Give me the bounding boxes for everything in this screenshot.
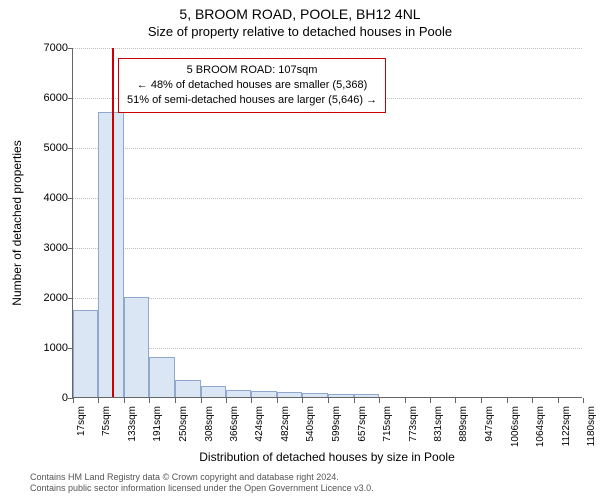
xtick-label: 773sqm bbox=[408, 406, 419, 442]
histogram-bar bbox=[354, 394, 379, 397]
xtick-mark bbox=[251, 398, 252, 403]
xtick-mark bbox=[98, 398, 99, 403]
xtick-label: 540sqm bbox=[305, 406, 316, 442]
xtick-mark bbox=[277, 398, 278, 403]
xtick-mark bbox=[226, 398, 227, 403]
attribution: Contains HM Land Registry data © Crown c… bbox=[30, 472, 374, 495]
histogram-bar bbox=[98, 112, 123, 397]
histogram-bar bbox=[73, 310, 98, 398]
annotation-line: 5 BROOM ROAD: 107sqm bbox=[127, 63, 377, 78]
ytick-label: 2000 bbox=[8, 292, 68, 304]
ytick-label: 0 bbox=[8, 392, 68, 404]
histogram-bar bbox=[226, 390, 251, 398]
ytick-mark bbox=[68, 98, 73, 99]
histogram-bar bbox=[175, 380, 200, 398]
gridline-h bbox=[73, 148, 582, 149]
xtick-label: 831sqm bbox=[433, 406, 444, 442]
gridline-h bbox=[73, 48, 582, 49]
ytick-mark bbox=[68, 48, 73, 49]
xtick-mark bbox=[73, 398, 74, 403]
x-axis-label: Distribution of detached houses by size … bbox=[72, 450, 582, 464]
xtick-mark bbox=[532, 398, 533, 403]
histogram-bar bbox=[251, 391, 276, 397]
xtick-label: 308sqm bbox=[204, 406, 215, 442]
xtick-mark bbox=[149, 398, 150, 403]
histogram-bar bbox=[201, 386, 226, 397]
xtick-mark bbox=[379, 398, 380, 403]
xtick-label: 424sqm bbox=[254, 406, 265, 442]
xtick-mark bbox=[507, 398, 508, 403]
xtick-label: 250sqm bbox=[178, 406, 189, 442]
xtick-mark bbox=[481, 398, 482, 403]
ytick-label: 6000 bbox=[8, 92, 68, 104]
xtick-mark bbox=[328, 398, 329, 403]
xtick-mark bbox=[354, 398, 355, 403]
xtick-label: 482sqm bbox=[280, 406, 291, 442]
gridline-h bbox=[73, 198, 582, 199]
attribution-line: Contains public sector information licen… bbox=[30, 483, 374, 494]
xtick-label: 657sqm bbox=[357, 406, 368, 442]
xtick-mark bbox=[430, 398, 431, 403]
attribution-line: Contains HM Land Registry data © Crown c… bbox=[30, 472, 374, 483]
xtick-label: 1006sqm bbox=[510, 406, 521, 447]
annotation-line: 51% of semi-detached houses are larger (… bbox=[127, 93, 377, 108]
xtick-label: 17sqm bbox=[76, 406, 87, 436]
page-title: 5, BROOM ROAD, POOLE, BH12 4NL bbox=[0, 6, 600, 22]
xtick-label: 191sqm bbox=[152, 406, 163, 442]
ytick-mark bbox=[68, 248, 73, 249]
gridline-h bbox=[73, 248, 582, 249]
xtick-label: 947sqm bbox=[484, 406, 495, 442]
xtick-mark bbox=[175, 398, 176, 403]
ytick-label: 7000 bbox=[8, 42, 68, 54]
ytick-label: 4000 bbox=[8, 192, 68, 204]
xtick-label: 75sqm bbox=[101, 406, 112, 436]
annotation-box: 5 BROOM ROAD: 107sqm ← 48% of detached h… bbox=[118, 58, 386, 113]
xtick-mark bbox=[201, 398, 202, 403]
xtick-label: 889sqm bbox=[458, 406, 469, 442]
chart-container: 5, BROOM ROAD, POOLE, BH12 4NL Size of p… bbox=[0, 0, 600, 500]
histogram-bar bbox=[302, 393, 328, 397]
xtick-label: 133sqm bbox=[127, 406, 138, 442]
xtick-mark bbox=[124, 398, 125, 403]
ytick-mark bbox=[68, 298, 73, 299]
xtick-mark bbox=[558, 398, 559, 403]
histogram-bar bbox=[149, 357, 175, 397]
gridline-h bbox=[73, 348, 582, 349]
xtick-label: 366sqm bbox=[229, 406, 240, 442]
chart-subtitle: Size of property relative to detached ho… bbox=[0, 24, 600, 39]
xtick-mark bbox=[583, 398, 584, 403]
xtick-label: 1064sqm bbox=[535, 406, 546, 447]
xtick-label: 1180sqm bbox=[586, 406, 597, 446]
ytick-label: 3000 bbox=[8, 242, 68, 254]
histogram-bar bbox=[277, 392, 302, 397]
ytick-label: 1000 bbox=[8, 342, 68, 354]
xtick-label: 599sqm bbox=[331, 406, 342, 442]
property-marker-line bbox=[112, 48, 114, 397]
xtick-mark bbox=[302, 398, 303, 403]
ytick-mark bbox=[68, 148, 73, 149]
xtick-label: 1122sqm bbox=[561, 406, 572, 446]
xtick-label: 715sqm bbox=[382, 406, 393, 442]
histogram-bar bbox=[124, 297, 149, 397]
ytick-mark bbox=[68, 198, 73, 199]
xtick-mark bbox=[405, 398, 406, 403]
gridline-h bbox=[73, 298, 582, 299]
annotation-line: ← 48% of detached houses are smaller (5,… bbox=[127, 78, 377, 93]
ytick-label: 5000 bbox=[8, 142, 68, 154]
histogram-bar bbox=[328, 394, 353, 398]
xtick-mark bbox=[455, 398, 456, 403]
